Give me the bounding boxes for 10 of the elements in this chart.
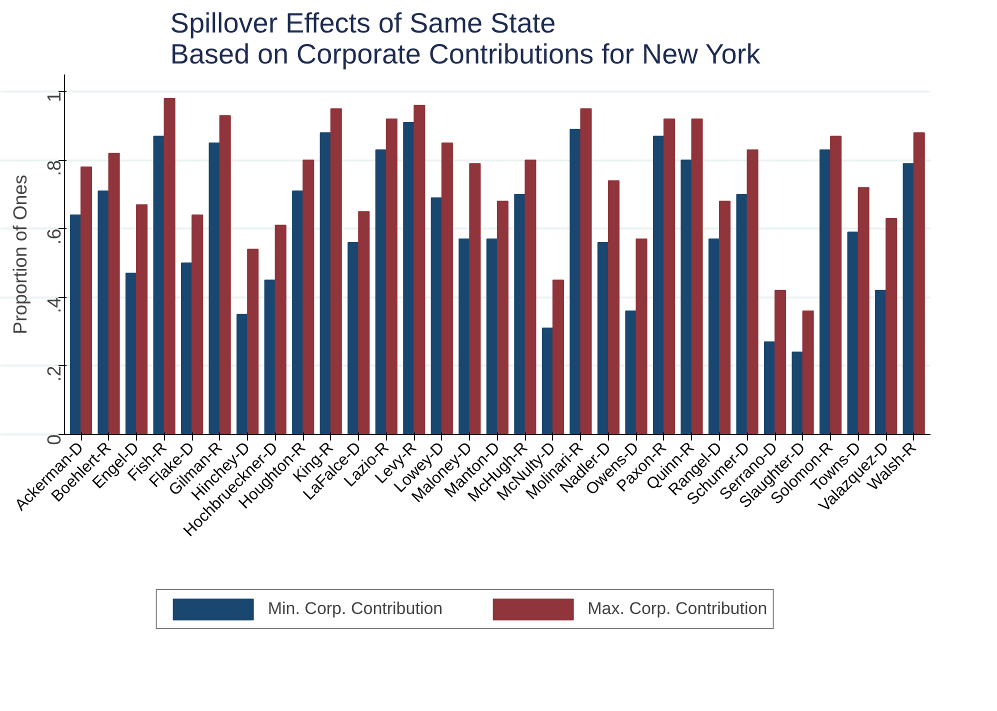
- y-tick-label: .4: [44, 296, 66, 314]
- legend-label: Max. Corp. Contribution: [588, 599, 768, 619]
- y-tick-label: 1: [44, 92, 66, 102]
- y-tick-label: .6: [44, 228, 66, 245]
- y-tick-label: 0: [44, 434, 66, 445]
- y-tick-label: .2: [44, 366, 66, 382]
- chart-title: Spillover Effects of Same State Based on Corporate Contributions for New York: [170, 8, 762, 70]
- legend-label: Min. Corp. Contribution: [268, 599, 443, 619]
- y-axis-title: Proportion of Ones: [10, 174, 32, 334]
- y-tick-label: .8: [44, 160, 66, 176]
